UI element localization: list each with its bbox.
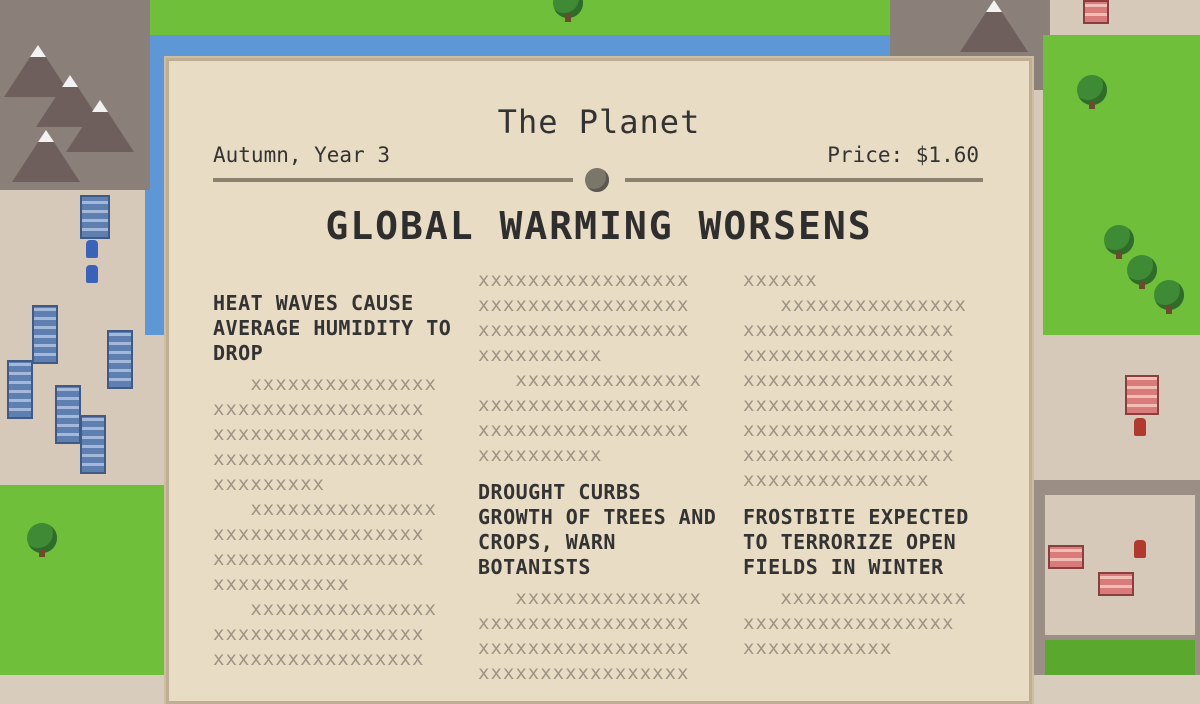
story-title: HEAT WAVES CAUSE AVERAGE HUMIDITY TO DRO… xyxy=(213,291,452,365)
filler-line: xxxxxxxxxxxxxxxxx xyxy=(478,419,690,441)
filler-line: xxxxxxxxx xyxy=(213,473,325,495)
divider-rule xyxy=(625,178,983,182)
story-title: DROUGHT CURBS GROWTH OF TREES AND CROPS,… xyxy=(478,480,717,579)
story-filler-text: xxxxxxxxxxxxxxx xxxxxxxxxxxxxxxxx xxxxxx… xyxy=(213,372,455,672)
filler-line: xxxxxxxxxx xyxy=(478,344,603,366)
filler-line: xxxxxxxxxxxxxxxxx xyxy=(213,423,425,445)
tree-icon xyxy=(27,523,57,557)
top-filler-text: xxxxxxxxxxxxxxxxx xxxxxxxxxxxxxxxxx xxxx… xyxy=(478,268,720,468)
filler-line: xxxxxxxxxxxxxxxxx xyxy=(478,319,690,341)
factory-building xyxy=(80,195,110,239)
city-building xyxy=(55,385,81,444)
filler-line: xxxxxxxxxxxxxxxxx xyxy=(743,319,955,341)
tree-icon xyxy=(1154,280,1184,314)
main-headline: GLOBAL WARMING WORSENS xyxy=(325,204,873,248)
column-1: HEAT WAVES CAUSE AVERAGE HUMIDITY TO DRO… xyxy=(213,291,455,672)
filler-line: xxxxxxxxxxxxxxx xyxy=(478,369,702,391)
filler-line: xxxxxxxxxxxxxxxxx xyxy=(743,344,955,366)
grass-field-bottom-left xyxy=(0,485,166,675)
red-building xyxy=(1083,0,1109,24)
filler-line: xxxxxxxxxxxxxxxxx xyxy=(213,548,425,570)
filler-line: xxxxxxxxxxxxxxx xyxy=(478,587,702,609)
story-filler-text: xxxxxxxxxxxxxxx xxxxxxxxxxxxxxxxx xxxxxx… xyxy=(743,586,985,661)
globe-icon xyxy=(585,168,609,192)
filler-line: xxxxxxxxxxxxxxxxx xyxy=(213,523,425,545)
story-filler-text: xxxxxxxxxxxxxxx xxxxxxxxxxxxxxxxx xxxxxx… xyxy=(478,586,720,686)
river-left-bend xyxy=(145,35,167,335)
filler-line: xxxxxxxxxxxx xyxy=(743,637,893,659)
filler-line: xxxxxxxxxxxxxxxxx xyxy=(743,612,955,634)
filler-line: xxxxxxxxxxxxxxxxx xyxy=(743,394,955,416)
filler-line: xxxxxxxxxxxxxxxxx xyxy=(743,419,955,441)
red-soldier-unit xyxy=(1134,540,1146,558)
newspaper-dateline: Autumn, Year 3 xyxy=(213,143,391,167)
filler-line: xxxxxxxxxxxxxxxxx xyxy=(478,294,690,316)
filler-line: xxxxxxxxxxxxxxx xyxy=(743,587,967,609)
blue-soldier-unit xyxy=(86,240,98,258)
filler-line: xxxxxxxxxxxxxxxxx xyxy=(213,448,425,470)
city-building xyxy=(80,415,106,474)
filler-line: xxxxxxxxxxxxxxx xyxy=(213,373,437,395)
divider-rule xyxy=(213,178,573,182)
filler-line: xxxxxxxxxxxxxxxxx xyxy=(213,623,425,645)
tree-icon xyxy=(1127,255,1157,289)
filler-line: xxxxxxxxxxxxxxxxx xyxy=(743,444,955,466)
city-building xyxy=(32,305,58,364)
newspaper-price: Price: $1.60 xyxy=(827,143,979,167)
filler-line: xxxxxxxxxxxxxxxxx xyxy=(478,269,690,291)
blue-soldier-unit xyxy=(86,265,98,283)
red-soldier-unit xyxy=(1134,418,1146,436)
filler-line: xxxxxxxxxxxxxxx xyxy=(743,469,930,491)
filler-line: xxxxxxxxxxxxxxx xyxy=(743,294,967,316)
newspaper-panel[interactable]: The Planet Autumn, Year 3 Price: $1.60 G… xyxy=(166,58,1032,704)
grass-field-top xyxy=(145,0,890,40)
filler-line: xxxxxxxxxxxxxxxxx xyxy=(478,637,690,659)
filler-line: xxxxxxxxxxxxxxxxx xyxy=(478,394,690,416)
filler-line: xxxxxxxxxxxxxxxxx xyxy=(478,662,690,684)
city-building xyxy=(107,330,133,389)
newspaper-masthead: The Planet xyxy=(497,103,701,141)
tree-icon xyxy=(553,0,583,22)
red-building xyxy=(1048,545,1084,569)
filler-line: xxxxxxxxxx xyxy=(478,444,603,466)
column-2: xxxxxxxxxxxxxxxxx xxxxxxxxxxxxxxxxx xxxx… xyxy=(478,268,720,686)
filler-line: xxxxxxxxxxxxxxxxx xyxy=(213,648,425,670)
filler-line: xxxxxxxxxxxxxxxxx xyxy=(743,369,955,391)
crop-field xyxy=(1045,640,1195,675)
filler-line: xxxxxxxxxxxxxxxxx xyxy=(213,398,425,420)
top-filler-text: xxxxxx xxxxxxxxxxxxxxx xxxxxxxxxxxxxxxxx… xyxy=(743,268,985,493)
mountain-icon xyxy=(12,130,80,182)
column-3: xxxxxx xxxxxxxxxxxxxxx xxxxxxxxxxxxxxxxx… xyxy=(743,268,985,661)
filler-line: xxxxxxxxxxx xyxy=(213,573,350,595)
filler-line: xxxxxxxxxxxxxxx xyxy=(213,598,437,620)
tree-icon xyxy=(1077,75,1107,109)
story-title: FROSTBITE EXPECTED TO TERRORIZE OPEN FIE… xyxy=(743,505,969,579)
filler-line: xxxxxx xyxy=(743,269,818,291)
red-building xyxy=(1125,375,1159,415)
city-building xyxy=(7,360,33,419)
filler-line: xxxxxxxxxxxxxxx xyxy=(213,498,437,520)
red-building xyxy=(1098,572,1134,596)
mountain-icon xyxy=(960,0,1028,52)
tree-icon xyxy=(1104,225,1134,259)
filler-line: xxxxxxxxxxxxxxxxx xyxy=(478,612,690,634)
